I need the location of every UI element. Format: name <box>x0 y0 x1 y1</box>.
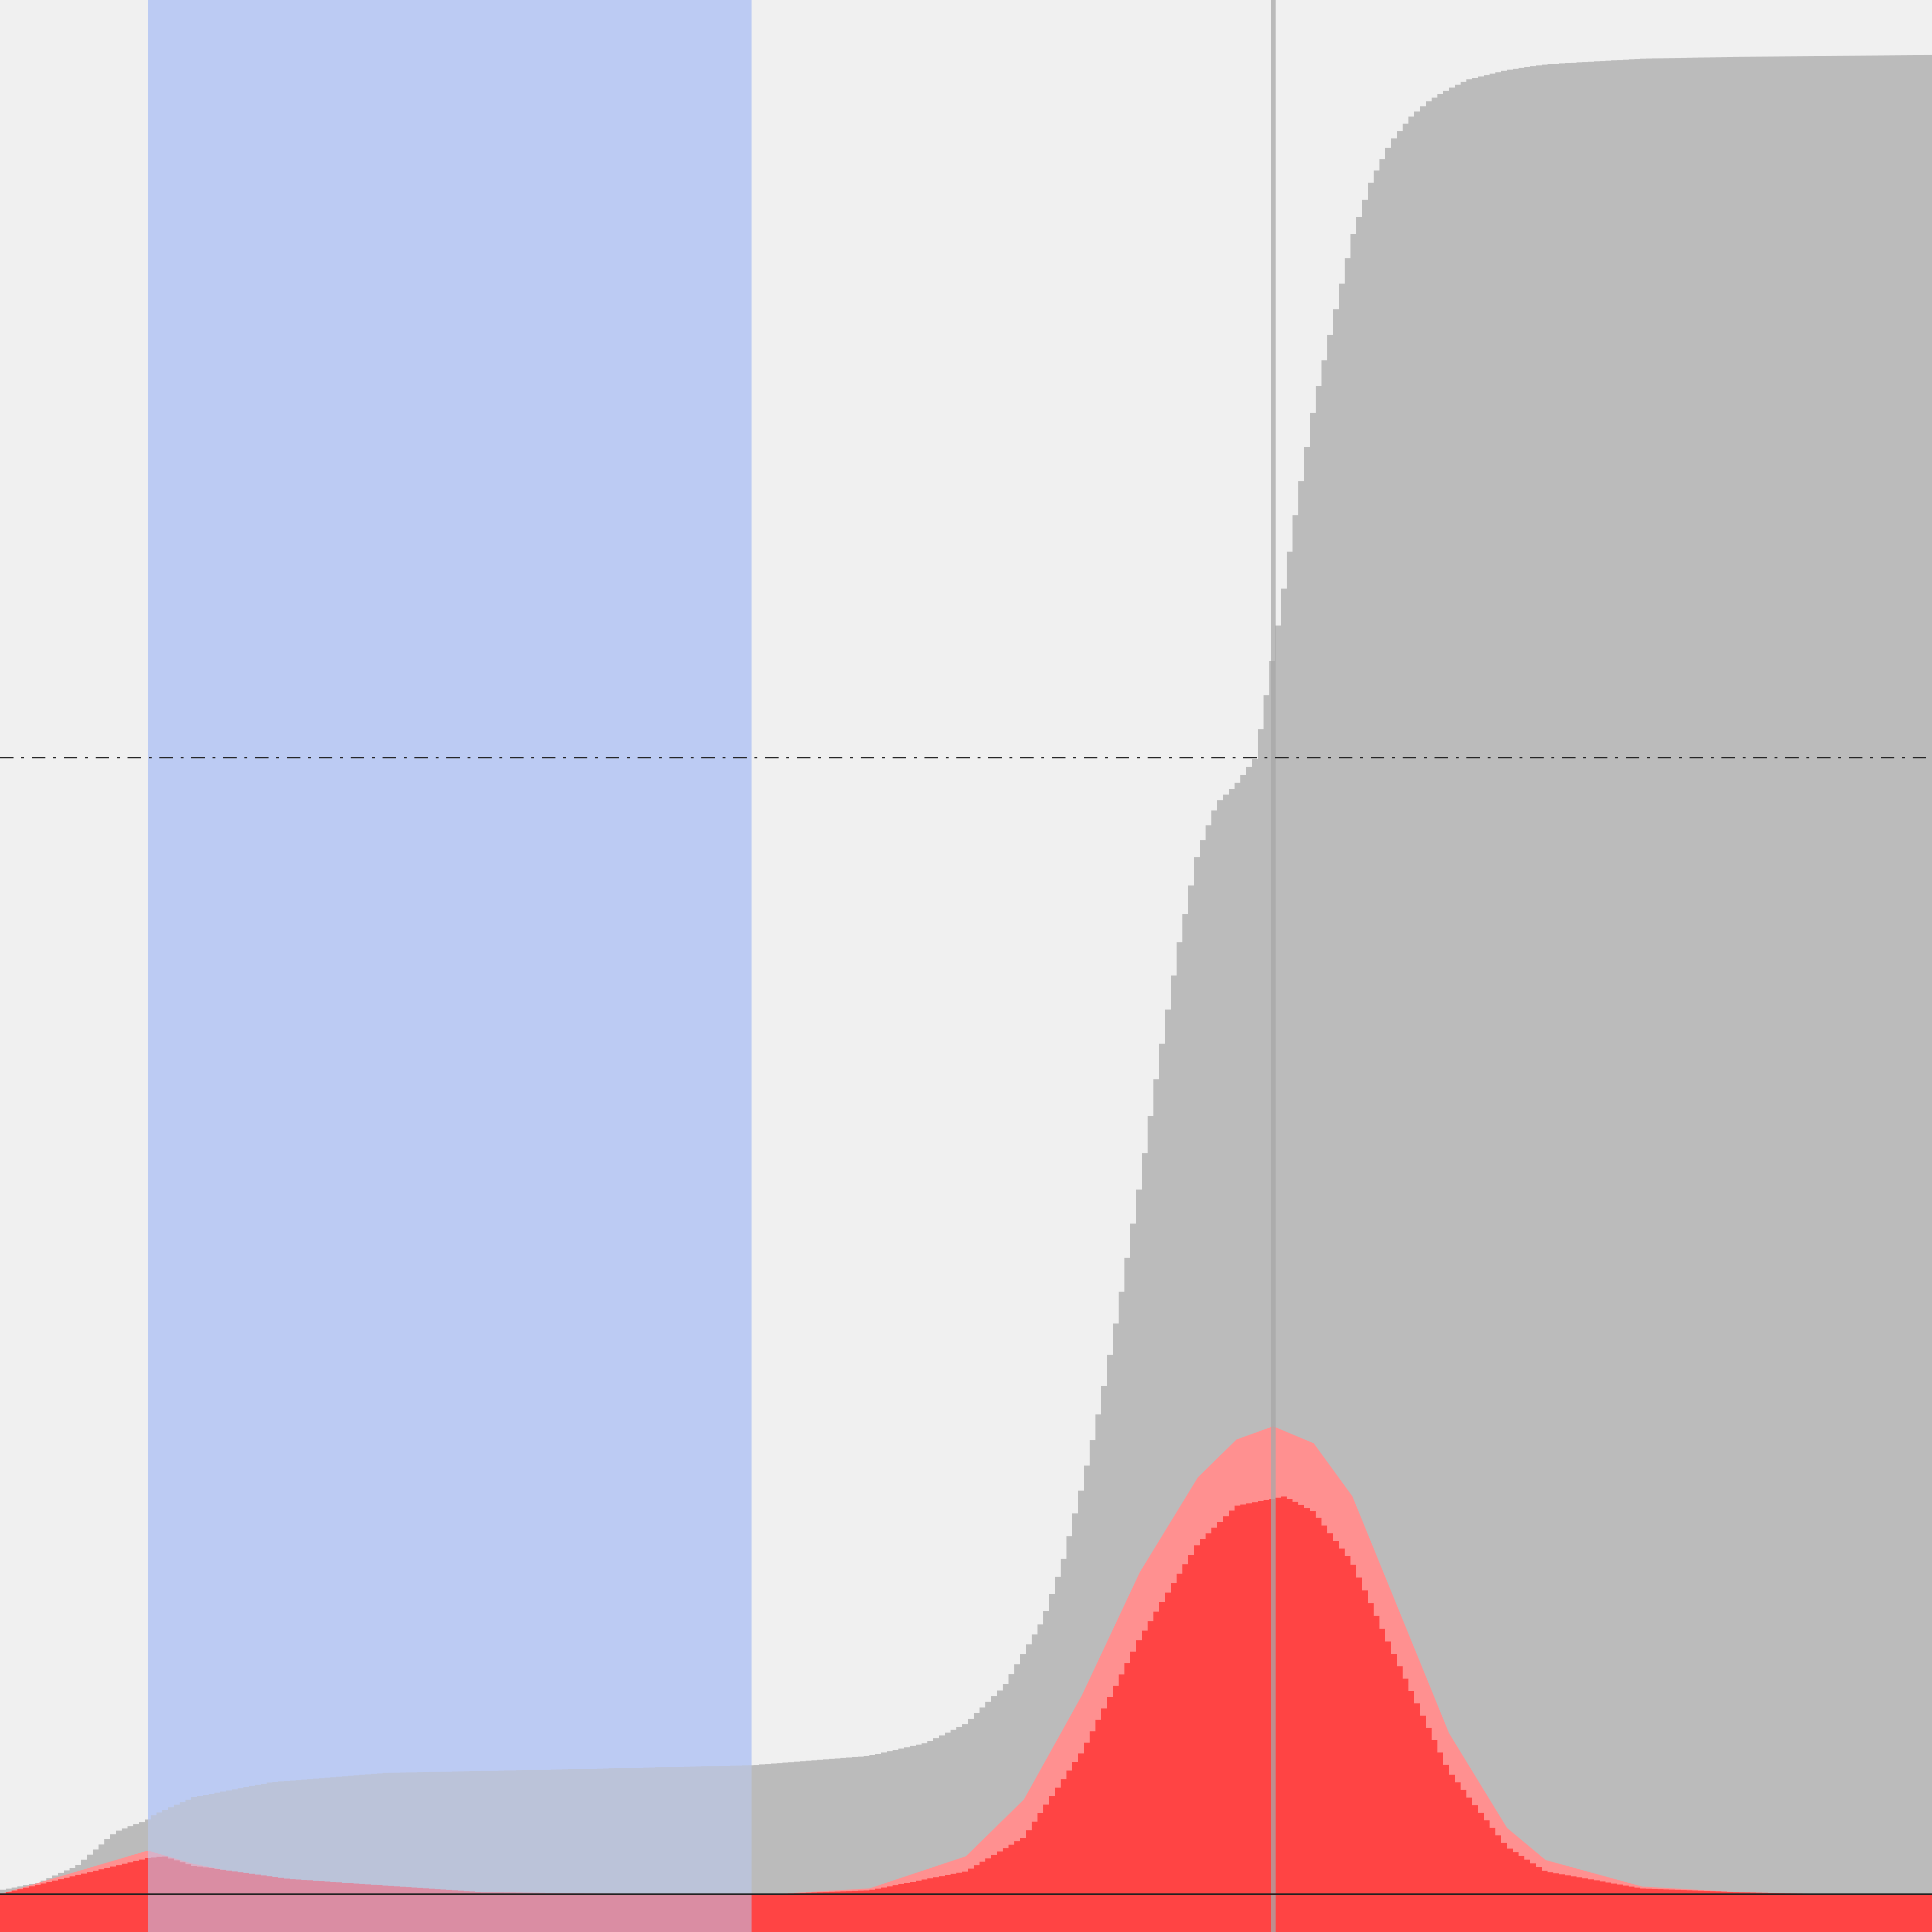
band-overlay-area <box>148 1765 752 1932</box>
cumulative-area <box>0 55 1932 1932</box>
band-overlay <box>148 1765 752 1932</box>
dark-peak-area <box>0 1496 1932 1932</box>
shaded-band <box>148 0 752 1932</box>
